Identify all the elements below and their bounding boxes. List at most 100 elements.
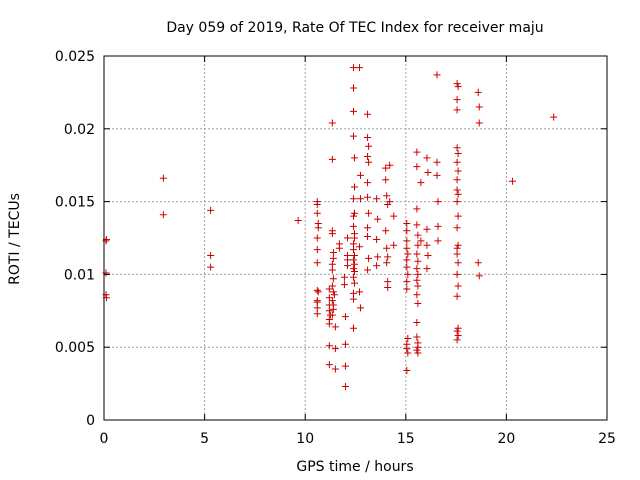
data-point	[329, 305, 337, 313]
data-point	[453, 336, 461, 344]
data-point	[413, 276, 421, 284]
data-point	[382, 227, 390, 235]
data-point	[343, 262, 351, 270]
data-point	[413, 265, 421, 273]
data-point	[364, 152, 372, 160]
data-point	[383, 192, 391, 200]
data-point	[414, 257, 422, 265]
data-point	[373, 235, 381, 243]
x-tick-label: 25	[598, 431, 616, 447]
data-point	[349, 107, 357, 115]
data-point	[382, 164, 390, 172]
data-point	[423, 225, 431, 233]
data-point	[331, 365, 339, 373]
data-point	[453, 80, 461, 88]
data-point	[453, 186, 461, 194]
data-point	[364, 110, 372, 118]
data-point	[350, 279, 358, 287]
data-point	[356, 64, 364, 72]
x-tick-label: 15	[397, 431, 415, 447]
data-point	[313, 246, 321, 254]
data-point	[313, 234, 321, 242]
data-point	[357, 304, 365, 312]
data-point	[453, 270, 461, 278]
data-point	[349, 195, 357, 203]
data-point	[330, 291, 338, 299]
data-point	[364, 179, 372, 187]
y-tick-label: 0.02	[64, 122, 95, 138]
data-point	[349, 246, 357, 254]
grid-lines	[104, 56, 607, 420]
data-point	[454, 259, 462, 267]
data-point	[356, 288, 364, 296]
data-point	[357, 171, 365, 179]
data-point	[404, 250, 412, 258]
data-point	[313, 259, 321, 267]
data-point	[364, 266, 372, 274]
data-point	[453, 327, 461, 335]
data-point	[328, 297, 336, 305]
data-point	[453, 224, 461, 232]
data-point	[417, 237, 425, 245]
data-point	[325, 361, 333, 369]
data-point	[413, 221, 421, 229]
chart-title: Day 059 of 2019, Rate Of TEC Index for r…	[166, 20, 543, 36]
data-point	[433, 158, 441, 166]
plot-frame	[103, 55, 608, 421]
data-point	[331, 323, 339, 331]
data-point	[364, 193, 372, 201]
data-point	[413, 333, 421, 341]
data-point	[508, 177, 516, 185]
data-point	[434, 198, 442, 206]
data-point	[349, 222, 357, 230]
data-point	[349, 84, 357, 92]
data-point	[423, 241, 431, 249]
data-point	[349, 64, 357, 72]
data-point	[424, 251, 432, 259]
data-point	[207, 263, 215, 271]
data-point	[433, 71, 441, 79]
y-tick-label: 0.005	[55, 340, 95, 356]
data-point	[314, 288, 322, 296]
data-point	[365, 254, 373, 262]
data-point	[403, 256, 411, 264]
data-point	[454, 282, 462, 290]
data-point	[350, 267, 358, 275]
data-point	[325, 342, 333, 350]
data-point	[328, 155, 336, 163]
data-point	[350, 251, 358, 259]
data-point	[325, 285, 333, 293]
data-point	[414, 349, 422, 357]
data-point	[403, 278, 411, 286]
data-point	[424, 168, 432, 176]
data-point	[453, 292, 461, 300]
data-point	[341, 340, 349, 348]
data-point	[423, 154, 431, 162]
data-point	[294, 217, 302, 225]
data-point	[403, 219, 411, 227]
data-point	[349, 212, 357, 220]
data-point	[365, 158, 373, 166]
data-point	[349, 132, 357, 140]
data-point	[350, 234, 358, 242]
data-point	[403, 237, 411, 245]
data-point	[413, 250, 421, 258]
data-point	[386, 198, 394, 206]
data-point	[328, 282, 336, 290]
data-point	[550, 113, 558, 121]
data-point	[373, 262, 381, 270]
data-point	[343, 234, 351, 242]
data-point	[403, 263, 411, 271]
data-point	[365, 209, 373, 217]
data-point	[364, 224, 372, 232]
data-point	[313, 201, 321, 209]
data-point	[349, 256, 357, 264]
x-tick-label: 10	[296, 431, 314, 447]
data-point	[373, 195, 381, 203]
data-point	[453, 144, 461, 152]
data-point	[417, 179, 425, 187]
data-point	[329, 288, 337, 296]
data-point	[383, 244, 391, 252]
data-point	[403, 345, 411, 353]
data-point	[475, 272, 483, 280]
